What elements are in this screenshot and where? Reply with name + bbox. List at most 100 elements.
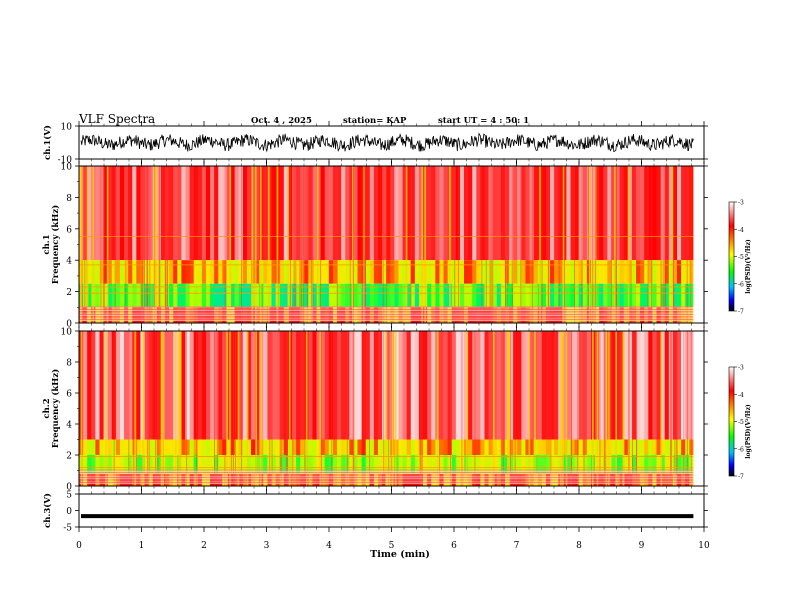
sferic-burst (319, 331, 322, 486)
sferic-burst (558, 166, 560, 323)
psd-cell (296, 283, 301, 308)
psd-cell (578, 455, 584, 474)
psd-cell (128, 166, 133, 261)
sferic-burst (592, 166, 594, 323)
psd-cell (472, 455, 477, 474)
sferic-burst (386, 166, 388, 323)
sferic-burst (610, 166, 612, 323)
psd-cell (648, 439, 653, 455)
psd-cell (214, 439, 219, 455)
psd-cell (107, 166, 113, 261)
psd-cell (205, 439, 211, 455)
sferic-burst (683, 331, 685, 486)
psd-cell (242, 166, 248, 261)
sferic-burst (605, 331, 608, 486)
psd-cell (668, 331, 674, 440)
psd-cell (304, 283, 309, 308)
psd-cell (230, 439, 236, 455)
psd-cell (148, 260, 154, 284)
psd-cell (521, 307, 526, 323)
psd-cell (136, 439, 141, 455)
psd-cell (99, 283, 104, 308)
sferic-burst (186, 331, 187, 486)
psd-cell (177, 260, 182, 284)
psd-cell (238, 283, 244, 308)
psd-cell (656, 283, 662, 308)
psd-cell (373, 307, 379, 323)
psd-cell (599, 166, 604, 261)
psd-cell (308, 166, 313, 261)
sferic-burst (365, 166, 366, 323)
psd-cell (205, 331, 211, 440)
psd-cell (214, 166, 219, 261)
sferic-burst (528, 331, 531, 486)
psd-cell (181, 455, 186, 474)
psd-cell (447, 331, 453, 440)
psd-cell (574, 439, 580, 455)
psd-cell (623, 166, 629, 261)
y-axis-label: ch.1(V) (42, 125, 53, 160)
sferic-burst (571, 331, 572, 486)
sferic-burst (160, 331, 163, 486)
psd-cell (636, 166, 641, 261)
sferic-burst (179, 331, 182, 486)
psd-cell (214, 331, 219, 440)
y-tick-label: 4 (66, 257, 72, 267)
psd-cell (623, 439, 629, 455)
psd-cell (373, 439, 379, 455)
psd-cell (414, 455, 420, 474)
psd-cell (205, 307, 211, 323)
sferic-burst (493, 331, 495, 486)
psd-cell (439, 283, 444, 308)
psd-cell (533, 439, 539, 455)
psd-cell (345, 166, 350, 261)
sferic-burst (241, 331, 242, 486)
psd-cell (386, 307, 391, 323)
psd-cell (341, 307, 346, 323)
psd-cell (406, 455, 412, 474)
sferic-burst (534, 331, 536, 486)
sferic-burst (627, 166, 630, 323)
psd-cell (169, 283, 174, 308)
sferic-burst (241, 166, 242, 323)
psd-cell (492, 455, 498, 474)
psd-cell (111, 307, 117, 323)
sferic-burst (346, 331, 348, 486)
sferic-burst (312, 166, 314, 323)
psd-cell (353, 331, 358, 440)
psd-cell (640, 307, 645, 323)
psd-cell (291, 331, 297, 440)
psd-cell (500, 260, 506, 284)
y-tick-label: 2 (66, 452, 72, 462)
psd-cell (443, 283, 449, 308)
psd-cell (263, 455, 268, 474)
psd-cell (492, 331, 498, 440)
psd-cell (636, 260, 641, 284)
psd-cell (517, 260, 522, 284)
psd-cell (423, 439, 428, 455)
psd-cell (427, 260, 432, 284)
psd-cell (312, 439, 317, 455)
psd-cell (586, 439, 592, 455)
psd-cell (644, 455, 649, 474)
psd-cell (251, 260, 256, 284)
psd-cell (550, 307, 555, 323)
psd-cell (484, 283, 489, 308)
psd-cell (95, 455, 100, 474)
psd-cell (382, 166, 387, 261)
psd-cell (504, 260, 510, 284)
colorbar-tick-label: -3 (738, 200, 744, 207)
psd-cell (218, 166, 223, 261)
psd-cell (619, 283, 625, 308)
psd-cell (435, 260, 440, 284)
sferic-burst (670, 331, 671, 486)
psd-cell (668, 260, 674, 284)
psd-cell (676, 283, 682, 308)
psd-cell (181, 166, 186, 261)
psd-cell (640, 166, 645, 261)
psd-cell (554, 331, 559, 440)
psd-cell (226, 260, 231, 284)
psd-cell (234, 307, 240, 323)
psd-cell (664, 260, 670, 284)
psd-cell (554, 260, 559, 284)
